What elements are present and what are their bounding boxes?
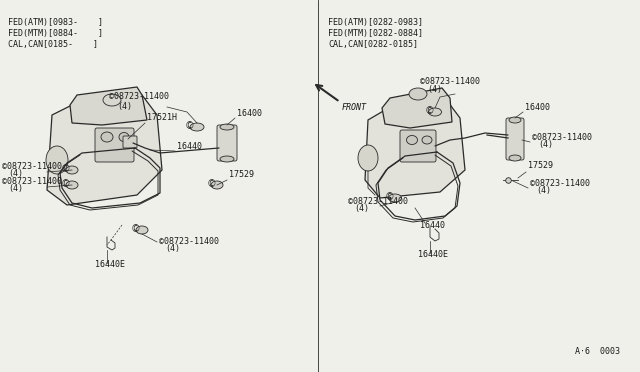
Text: 16440E: 16440E	[95, 260, 125, 269]
Text: (4): (4)	[8, 184, 23, 193]
Text: (4): (4)	[538, 140, 553, 149]
FancyBboxPatch shape	[123, 136, 137, 148]
Text: (4): (4)	[117, 102, 132, 111]
Text: ©08723-11400: ©08723-11400	[530, 179, 590, 188]
Text: ©: ©	[61, 179, 71, 189]
Text: A·6  0003: A·6 0003	[575, 347, 620, 356]
Text: ©08723-11400: ©08723-11400	[348, 197, 408, 206]
Polygon shape	[70, 87, 147, 125]
Text: FED(ATM)[0282-0983]: FED(ATM)[0282-0983]	[328, 18, 423, 27]
Text: (4): (4)	[165, 244, 180, 253]
Text: 16400: 16400	[525, 103, 550, 112]
Text: ©08723-11400: ©08723-11400	[532, 133, 592, 142]
Ellipse shape	[103, 94, 121, 106]
Ellipse shape	[101, 132, 113, 142]
Text: FED(ATM)[0983-    ]: FED(ATM)[0983- ]	[8, 18, 103, 27]
Ellipse shape	[422, 136, 432, 144]
Text: ©: ©	[206, 179, 216, 189]
Text: 17529: 17529	[229, 170, 254, 179]
Text: ©: ©	[185, 121, 195, 131]
Text: CAL,CAN[0185-    ]: CAL,CAN[0185- ]	[8, 40, 98, 49]
Text: 16440: 16440	[420, 221, 445, 230]
Ellipse shape	[220, 124, 234, 130]
Text: ©: ©	[424, 106, 434, 116]
Ellipse shape	[388, 194, 401, 202]
Polygon shape	[47, 95, 162, 205]
Text: FRONT: FRONT	[342, 103, 367, 112]
Ellipse shape	[409, 88, 427, 100]
Ellipse shape	[220, 156, 234, 162]
Text: (4): (4)	[536, 186, 551, 195]
FancyBboxPatch shape	[400, 130, 436, 162]
Polygon shape	[382, 88, 452, 128]
Ellipse shape	[211, 181, 223, 189]
Ellipse shape	[509, 155, 521, 161]
Text: ©08723-11400: ©08723-11400	[420, 77, 480, 86]
Ellipse shape	[66, 166, 78, 174]
Text: ©08723-11400: ©08723-11400	[2, 177, 62, 186]
Ellipse shape	[119, 132, 129, 141]
FancyBboxPatch shape	[95, 128, 134, 162]
Ellipse shape	[358, 145, 378, 171]
Text: ©08723-11400: ©08723-11400	[2, 162, 62, 171]
Text: FED(MTM)[0282-0884]: FED(MTM)[0282-0884]	[328, 29, 423, 38]
FancyBboxPatch shape	[506, 118, 524, 160]
Ellipse shape	[429, 108, 442, 116]
Text: (4): (4)	[8, 169, 23, 178]
Text: 16400: 16400	[237, 109, 262, 118]
Text: CAL,CAN[0282-0185]: CAL,CAN[0282-0185]	[328, 40, 418, 49]
Text: ©08723-11400: ©08723-11400	[109, 92, 169, 101]
Ellipse shape	[136, 226, 148, 234]
Ellipse shape	[509, 117, 521, 123]
Ellipse shape	[66, 181, 78, 189]
FancyBboxPatch shape	[217, 125, 237, 161]
Text: ©: ©	[61, 164, 71, 174]
Text: ©08723-11400: ©08723-11400	[159, 237, 219, 246]
Ellipse shape	[190, 123, 204, 131]
Text: 16440E: 16440E	[418, 250, 448, 259]
Text: (4): (4)	[354, 204, 369, 213]
Text: (4): (4)	[427, 85, 442, 94]
Text: 17529: 17529	[528, 161, 553, 170]
Polygon shape	[365, 98, 465, 198]
Text: ©: ©	[384, 192, 394, 202]
Text: 17521H: 17521H	[147, 113, 177, 122]
Text: 16440: 16440	[177, 142, 202, 151]
Ellipse shape	[46, 146, 68, 174]
Text: ©: ©	[131, 224, 141, 234]
Text: FED(MTM)[0884-    ]: FED(MTM)[0884- ]	[8, 29, 103, 38]
Ellipse shape	[406, 135, 417, 144]
